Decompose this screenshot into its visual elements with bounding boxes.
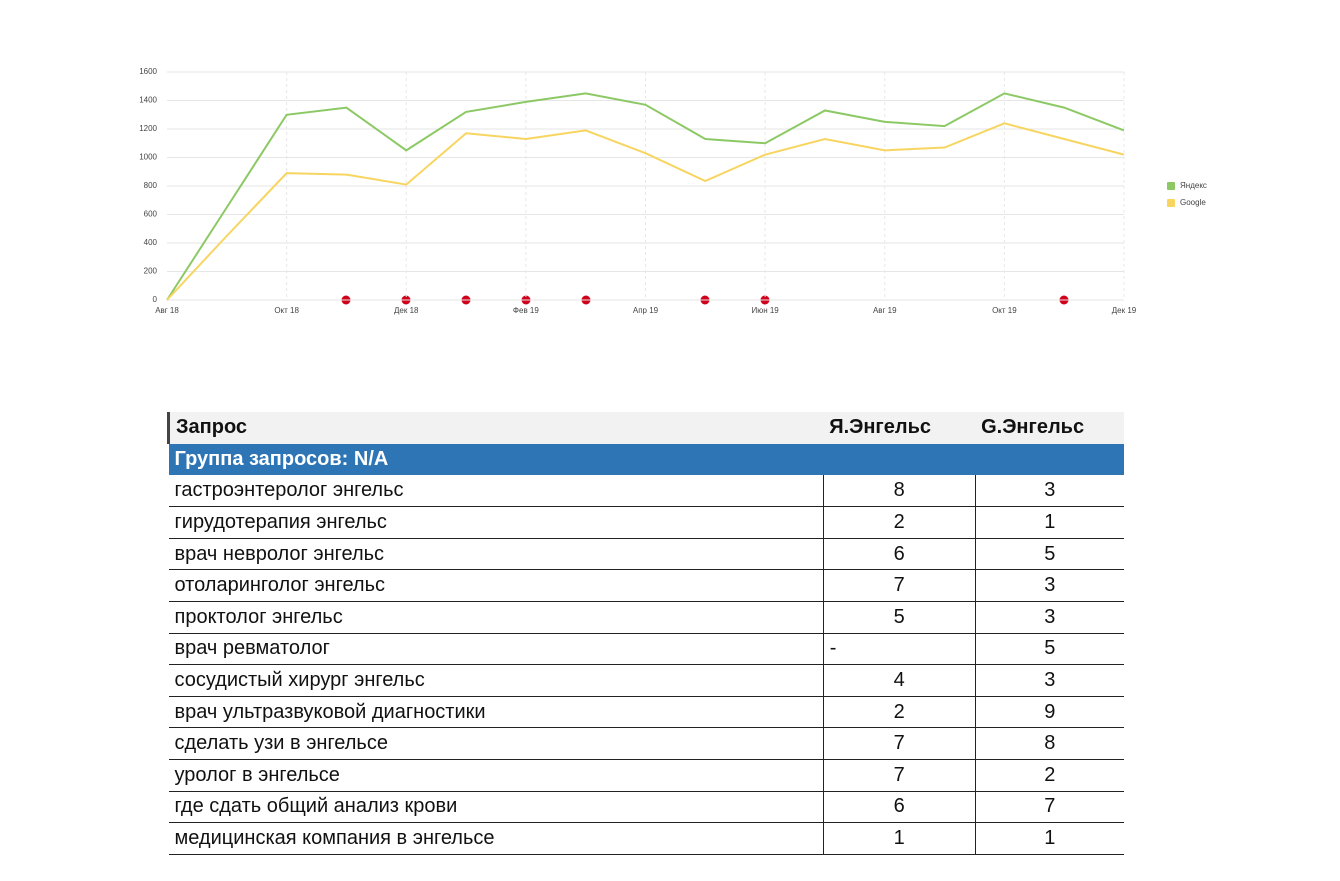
table-row: сосудистый хирург энгельс 4 3 — [168, 664, 1124, 697]
line — [166, 92, 1125, 301]
x-tick-label: Авг 18 — [155, 306, 179, 315]
table-row: Группа запросов: N/A — [168, 443, 1124, 476]
y-tick-label: 1200 — [139, 124, 157, 133]
y-tick-label: 0 — [153, 295, 158, 304]
table-row: проктолог энгельс 5 3 — [168, 601, 1124, 634]
x-tick-label: Дек 19 — [1112, 306, 1137, 315]
value-cell: 6 — [822, 791, 976, 824]
table-row: сделать узи в энгельсе 7 8 — [168, 727, 1124, 761]
x-tick-label: Окт 19 — [992, 306, 1017, 315]
value-cell: 7 — [974, 791, 1124, 824]
query-cell: врач ультразвуковой диагностики — [168, 696, 824, 729]
query-cell: отоларинголог энгельс — [168, 569, 824, 603]
query-table: Запрос Я.Энгельс G.Энгельс Группа запросов:… — [167, 412, 1124, 855]
query-cell: сделать узи в энгельсе — [168, 727, 824, 761]
y-tick-label: 600 — [144, 210, 158, 219]
x-tick-label: Июн 19 — [751, 306, 779, 315]
query-cell: врач ревматолог — [168, 633, 824, 666]
value-cell: - — [822, 633, 976, 666]
query-cell: врач невролог энгельс — [168, 538, 824, 571]
value-cell: 5 — [974, 538, 1124, 571]
table-row: гирудотерапия энгельс 2 1 — [168, 506, 1124, 539]
value-cell: 7 — [822, 569, 976, 603]
table-row: отоларинголог энгельс 7 3 — [168, 569, 1124, 603]
value-cell: 7 — [822, 759, 976, 792]
column-header: G.Энгельс — [975, 412, 1124, 444]
y-tick-label: 1600 — [139, 67, 157, 76]
query-cell: сосудистый хирург энгельс — [168, 664, 824, 697]
value-cell: 1 — [822, 822, 976, 855]
value-cell: 7 — [822, 727, 976, 761]
value-cell: 3 — [974, 664, 1124, 697]
legend-label: Яндекс — [1180, 181, 1207, 190]
query-cell: гирудотерапия энгельс — [168, 506, 824, 539]
value-cell: 9 — [974, 696, 1124, 729]
table-row: врач ультразвуковой диагностики 2 9 — [168, 696, 1124, 729]
column-header: Запрос — [167, 412, 824, 444]
table-row: гастроэнтеролог энгельс 8 3 — [168, 475, 1124, 508]
table-row: врач ревматолог -5 — [168, 633, 1124, 666]
table-row: где сдать общий анализ крови 6 7 — [168, 791, 1124, 824]
x-tick-label: Авг 19 — [873, 306, 897, 315]
value-cell: 2 — [822, 506, 976, 539]
query-cell: гастроэнтеролог энгельс — [168, 475, 824, 508]
legend-swatch — [1167, 182, 1175, 190]
table-row: уролог в энгельсе 7 2 — [168, 759, 1124, 792]
x-tick-label: Дек 18 — [394, 306, 419, 315]
x-tick-label: Окт 18 — [274, 306, 299, 315]
query-cell: медицинская компания в энгельсе — [168, 822, 824, 855]
value-cell: 5 — [974, 633, 1124, 666]
group-header: Группа запросов: N/A — [168, 443, 1124, 476]
x-tick-label: Фев 19 — [513, 306, 539, 315]
value-cell: 4 — [822, 664, 976, 697]
table-row: Запрос Я.Энгельс G.Энгельс — [167, 412, 1124, 444]
y-tick-label: 1000 — [139, 153, 157, 162]
query-cell: уролог в энгельсе — [168, 759, 824, 792]
value-cell: 8 — [974, 727, 1124, 761]
plot: 0 200 400 600 800 1000 1200 1400 1600 Авг 18 Окт 1… — [139, 67, 1207, 315]
query-cell: проктолог энгельс — [168, 601, 824, 634]
chart: 0 200 400 600 800 1000 1200 1400 1600 Авг 18 Окт 1… — [139, 67, 1207, 315]
y-tick-label: 800 — [144, 181, 158, 190]
table-row: медицинская компания в энгельсе 1 1 — [168, 822, 1124, 855]
value-cell: 2 — [974, 759, 1124, 792]
value-cell: 1 — [974, 506, 1124, 539]
query-cell: где сдать общий анализ крови — [168, 791, 824, 824]
value-cell: 3 — [974, 601, 1124, 634]
y-tick-label: 400 — [144, 238, 158, 247]
legend-label: Google — [1180, 198, 1206, 207]
table-row: врач невролог энгельс 6 5 — [168, 538, 1124, 571]
value-cell: 3 — [974, 569, 1124, 603]
value-cell: 6 — [822, 538, 976, 571]
y-tick-label: 200 — [144, 267, 158, 276]
value-cell: 1 — [974, 822, 1124, 855]
x-tick-label: Апр 19 — [633, 306, 659, 315]
value-cell: 8 — [822, 475, 976, 508]
column-header: Я.Энгельс — [823, 412, 976, 444]
value-cell: 5 — [822, 601, 976, 634]
y-tick-label: 1400 — [139, 96, 157, 105]
value-cell: 3 — [974, 475, 1124, 508]
legend-swatch — [1167, 199, 1175, 207]
line — [166, 122, 1125, 301]
value-cell: 2 — [822, 696, 976, 729]
